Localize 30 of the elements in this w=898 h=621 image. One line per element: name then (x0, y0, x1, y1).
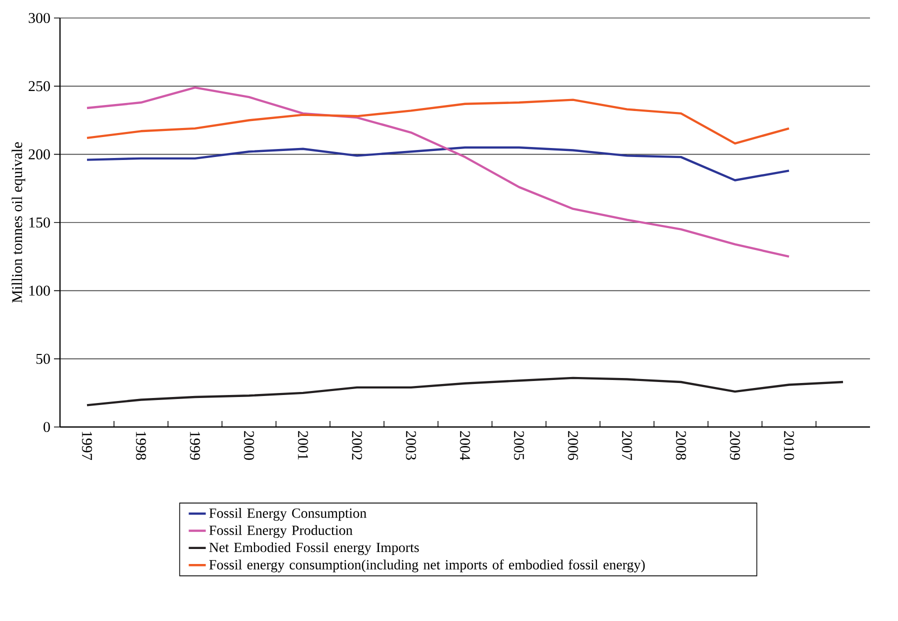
legend-label: Fossil Energy Consumption (209, 508, 366, 521)
x-tick-label: 2005 (514, 431, 524, 460)
y-tick-label: 200 (28, 149, 50, 160)
x-tick-label: 2004 (460, 431, 470, 460)
line-series (86, 86, 790, 258)
x-tick-label: 1998 (136, 432, 146, 460)
y-tick-label: 100 (29, 286, 50, 296)
x-tick-label: 2008 (676, 431, 686, 460)
y-tick-label: 0 (44, 422, 50, 432)
y-axis-title: Million tonnes oil equivale (12, 142, 26, 303)
x-tick-label: 2010 (784, 431, 794, 460)
x-tick-label: 2003 (406, 431, 416, 460)
x-tick-label: 2002 (352, 431, 362, 460)
y-tick-label: 300 (28, 12, 50, 24)
legend-label: Fossil Energy Production (209, 525, 353, 538)
x-tick-label: 1997 (82, 432, 92, 460)
y-tick-label: 150 (29, 217, 50, 228)
line-series (86, 146, 790, 182)
x-tick-label: 2009 (730, 431, 740, 460)
x-tick-label: 2006 (568, 431, 578, 460)
line-series (86, 376, 844, 406)
x-tick-label: 1999 (190, 432, 200, 460)
line-series (86, 98, 790, 145)
y-tick-label: 250 (28, 81, 50, 92)
x-tick-label: 2000 (244, 431, 254, 460)
legend-label: Fossil energy consumption(including net imports of embodied fossil energy) (209, 559, 645, 572)
legend-label: Net Embodied Fossil energy Imports (209, 542, 419, 556)
x-tick-label: 2001 (298, 431, 308, 460)
y-tick-label: 50 (36, 354, 50, 364)
x-tick-label: 2007 (622, 431, 632, 460)
